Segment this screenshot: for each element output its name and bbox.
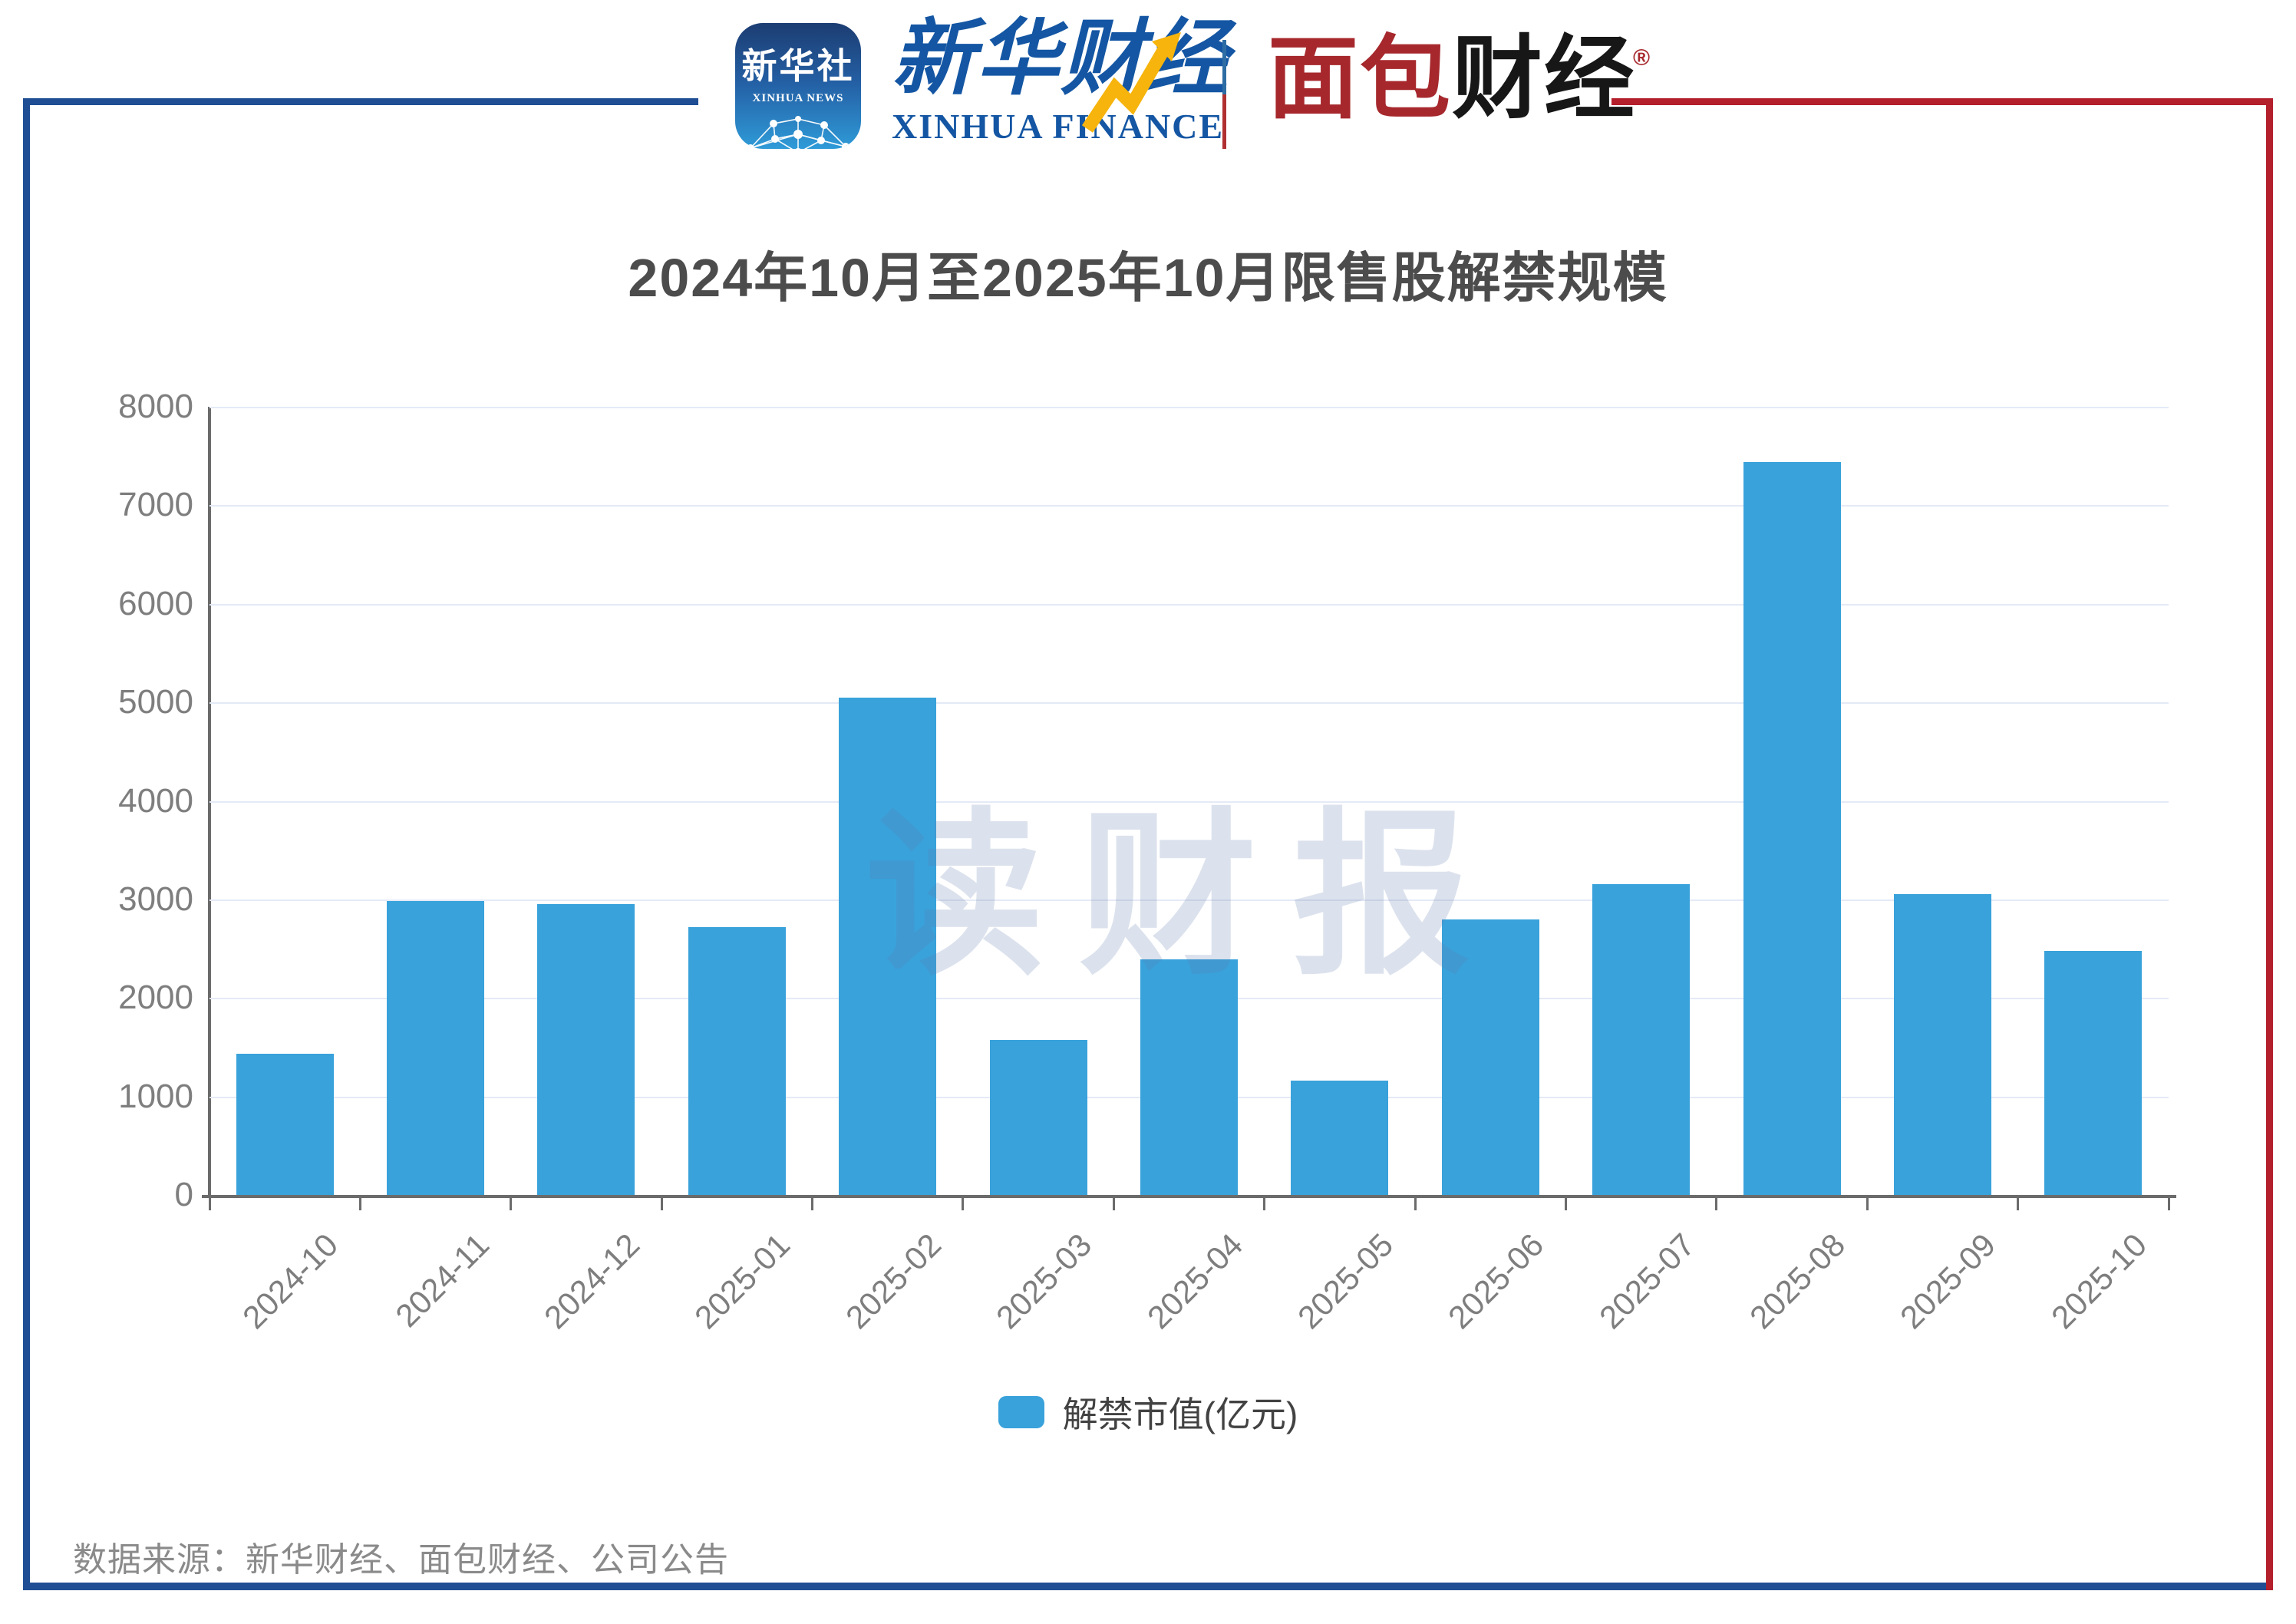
bar-2025-05: [1291, 1081, 1389, 1195]
rising-arrow-icon: [1081, 32, 1181, 133]
chart-title: 2024年10月至2025年10月限售股解禁规模: [628, 248, 1668, 308]
x-axis-tick: [811, 1198, 814, 1210]
x-axis-tick: [2167, 1198, 2170, 1210]
y-tick-label: 4000: [118, 781, 193, 820]
frame-border-bottom: [23, 1583, 2273, 1590]
x-axis-tick: [1715, 1198, 1718, 1210]
x-axis-tick: [1866, 1198, 1869, 1210]
y-tick-label: 0: [174, 1176, 193, 1213]
bar-2025-02: [839, 697, 937, 1195]
bar-2024-12: [537, 904, 635, 1195]
y-tick-label: 7000: [118, 486, 193, 524]
bar-2025-08: [1743, 461, 1841, 1195]
xinhua-finance-logo: 新华财经 XINHUA FINANCE: [892, 17, 1228, 157]
bar-2024-10: [236, 1054, 334, 1195]
y-tick-label: 6000: [118, 584, 193, 622]
bread-finance-red-label: 面包: [1268, 28, 1453, 130]
frame-border-top-right: [1611, 98, 2273, 105]
bar-2025-04: [1140, 959, 1238, 1195]
frame-border-left: [23, 98, 30, 1590]
bread-finance-logo: 面包财经®: [1268, 34, 1653, 124]
xinhua-news-en-label: XINHUA NEWS: [752, 92, 844, 104]
frame-border-top-left: [23, 98, 698, 105]
x-axis-tick: [510, 1198, 513, 1210]
x-axis-tick: [208, 1198, 211, 1210]
network-constellation-icon: [747, 116, 849, 149]
bar-2025-06: [1441, 919, 1539, 1195]
bar-2025-07: [1592, 883, 1691, 1195]
gridline-6000: [209, 603, 2169, 606]
x-axis-tick: [660, 1198, 663, 1210]
xinhua-news-app-icon: 新华社 XINHUA NEWS: [735, 23, 861, 149]
legend-swatch: [998, 1396, 1044, 1428]
y-tick-label: 1000: [118, 1077, 193, 1115]
bar-2025-10: [2044, 950, 2143, 1195]
gridline-8000: [209, 407, 2169, 408]
y-tick-label: 3000: [118, 880, 193, 918]
legend: 解禁市值(亿元): [0, 1391, 2296, 1434]
y-axis-line: [208, 407, 211, 1198]
bar-2025-01: [688, 926, 786, 1195]
header-divider: [1222, 40, 1226, 149]
gridline-4000: [209, 800, 2169, 803]
x-axis-tick: [1263, 1198, 1266, 1210]
bar-2024-11: [387, 900, 485, 1195]
watermark-text: 读财报: [866, 797, 1506, 995]
registered-trademark-icon: ®: [1633, 45, 1651, 71]
xinhua-news-cn-label: 新华社: [741, 46, 855, 86]
gridline-3000: [209, 899, 2169, 901]
x-axis-tick: [1112, 1198, 1115, 1210]
y-tick-label: 8000: [118, 388, 193, 425]
gridline-7000: [209, 505, 2169, 507]
x-axis-tick: [1414, 1198, 1417, 1210]
x-axis-tick: [962, 1198, 965, 1210]
x-axis-tick: [358, 1198, 361, 1210]
legend-label: 解禁市值(亿元): [1062, 1395, 1298, 1434]
x-axis-tick: [1564, 1198, 1567, 1210]
bread-finance-black-label: 财经: [1452, 28, 1637, 130]
x-axis-line: [202, 1195, 2176, 1198]
frame-border-right: [2266, 98, 2273, 1590]
bar-2025-09: [1893, 893, 1991, 1195]
x-axis-tick: [2017, 1198, 2020, 1210]
gridline-5000: [209, 702, 2169, 705]
xinhua-finance-en-label: XINHUA FINANCE: [892, 107, 1225, 146]
source-note: 数据来源：新华财经、面包财经、公司公告: [73, 1541, 729, 1579]
bar-2025-03: [989, 1040, 1087, 1195]
y-tick-label: 5000: [118, 683, 193, 721]
y-tick-label: 2000: [118, 979, 193, 1017]
